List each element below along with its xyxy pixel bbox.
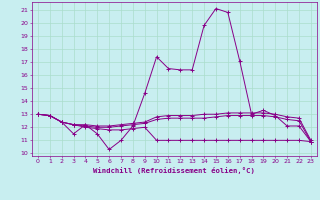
X-axis label: Windchill (Refroidissement éolien,°C): Windchill (Refroidissement éolien,°C) <box>93 167 255 174</box>
